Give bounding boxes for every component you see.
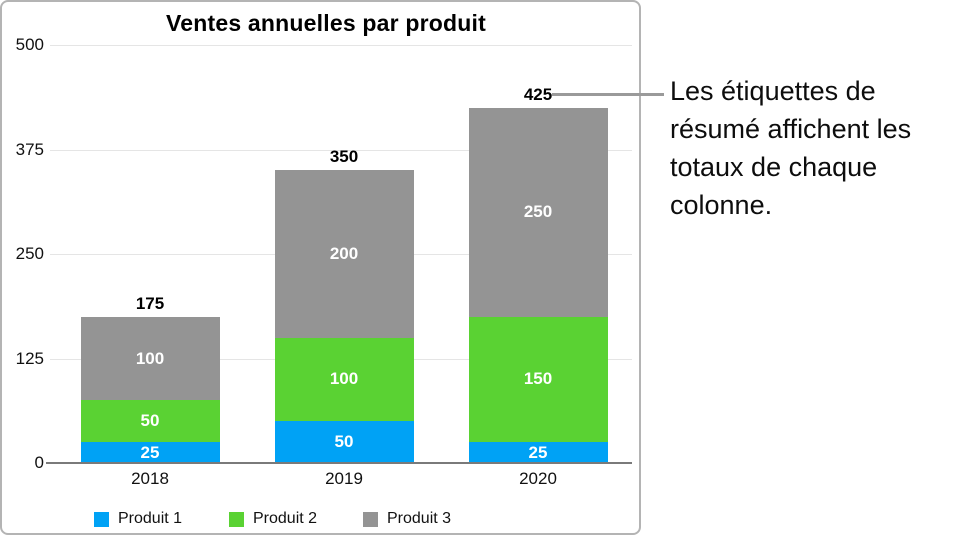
segment-value-label: 25: [140, 442, 160, 462]
legend-label: Produit 3: [387, 510, 452, 527]
legend-item-produit-3: Produit 3: [363, 510, 451, 528]
x-axis-tick-label: 2019: [325, 469, 363, 488]
y-axis-tick-label: 0: [34, 453, 44, 472]
bar-segment-produit-1-2020: [468, 442, 608, 463]
bar-segment-produit-3-2020: [468, 107, 608, 317]
segment-value-label: 150: [523, 369, 553, 389]
callout-line: [552, 93, 664, 96]
bar-segment-produit-3-2018: [80, 316, 220, 401]
segment-value-label: 50: [334, 432, 354, 452]
bar-segment-produit-2-2018: [80, 400, 220, 443]
chart-window: Ventes annuelles par produit 0 125 250 375 5…: [0, 0, 641, 535]
segment-value-label: 250: [523, 202, 553, 222]
segment-value-label: 50: [140, 411, 160, 431]
legend-swatch: [363, 511, 378, 527]
y-axis-tick-label: 125: [15, 348, 44, 368]
legend-label: Produit 2: [253, 510, 318, 527]
segment-value-label: 25: [528, 442, 548, 462]
gridline-375: [50, 149, 632, 151]
y-axis-tick-label: 250: [15, 244, 44, 263]
segment-value-label: 200: [329, 244, 359, 263]
y-axis-tick-label: 500: [15, 35, 44, 54]
x-axis-tick-label: 2020: [519, 469, 557, 488]
legend-item-produit-2: Produit 2: [229, 510, 317, 528]
x-axis-line: [46, 462, 632, 464]
summary-total-label: 425: [523, 84, 553, 104]
bar-segment-produit-3-2019: [274, 170, 414, 338]
bar-segment-produit-1-2019: [274, 421, 414, 463]
summary-total-label: 350: [329, 147, 359, 167]
y-axis-tick-label: 375: [15, 139, 44, 159]
gridline-500: [50, 45, 632, 46]
segment-value-label: 100: [329, 369, 359, 389]
legend-item-produit-1: Produit 1: [94, 510, 182, 528]
bar-segment-produit-2-2019: [274, 337, 414, 422]
x-axis-tick-label: 2018: [131, 469, 169, 488]
bar-segment-produit-2-2020: [468, 316, 608, 443]
bar-segment-produit-1-2018: [80, 442, 220, 463]
legend-label: Produit 1: [118, 510, 183, 527]
legend-swatch: [229, 511, 244, 527]
segment-value-label: 100: [135, 348, 165, 368]
legend-swatch: [94, 511, 109, 527]
summary-total-label: 175: [135, 293, 165, 313]
callout-text: Les étiquettes de résumé affichent les t…: [670, 76, 912, 220]
chart-title: Ventes annuelles par produit: [165, 10, 486, 36]
